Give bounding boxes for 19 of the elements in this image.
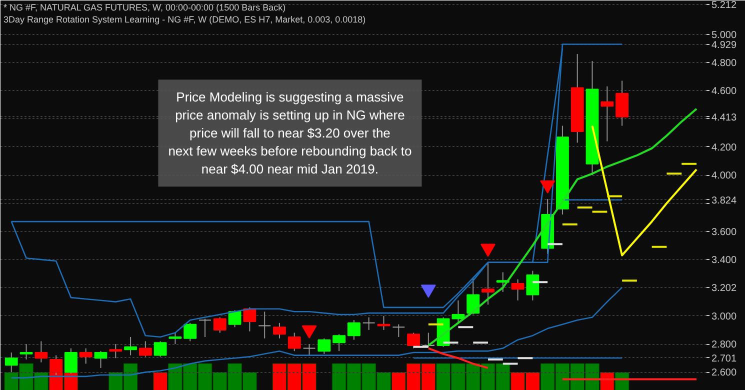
y-tick-label: 3.000	[712, 311, 737, 322]
y-tick-label: 3.600	[712, 226, 737, 238]
y-tick-label: 2.800	[712, 340, 737, 351]
chart-title: * NG #F, NATURAL GAS FUTURES, W, 00:00-00:00 (1500 Bars Back)	[4, 2, 286, 12]
y-tick-label: 4.413	[712, 112, 737, 124]
y-tick-label: 4.929	[712, 40, 737, 51]
y-tick-label: 5.000	[712, 30, 737, 41]
y-tick-label: 2.701	[712, 353, 737, 364]
text: 3Day Range Rotation System Learning - NG #F, W (DEMO, ES H7, Market, 0.003, 0.0018)	[4, 14, 366, 24]
y-tick-label: 4.600	[712, 86, 737, 98]
y-tick-label: 3.824	[712, 195, 737, 206]
y-tick-label: 4.000	[712, 170, 737, 182]
y-tick-label: 3.400	[712, 255, 737, 266]
annotation: Price Modeling is suggesting a massive price anomaly is setting up in NG where price will fall to near $3.20 over the next few weeks before rebounding back to near $4.00 near mid Jan 2019.	[168, 90, 412, 177]
y-tick-label: 4.200	[712, 142, 737, 154]
y-tick-label: 4.800	[712, 58, 737, 69]
y-tick-label: 2.600	[712, 368, 737, 379]
y-tick-label: 3.202	[712, 282, 737, 294]
y-tick-label: 5.212	[712, 0, 737, 11]
